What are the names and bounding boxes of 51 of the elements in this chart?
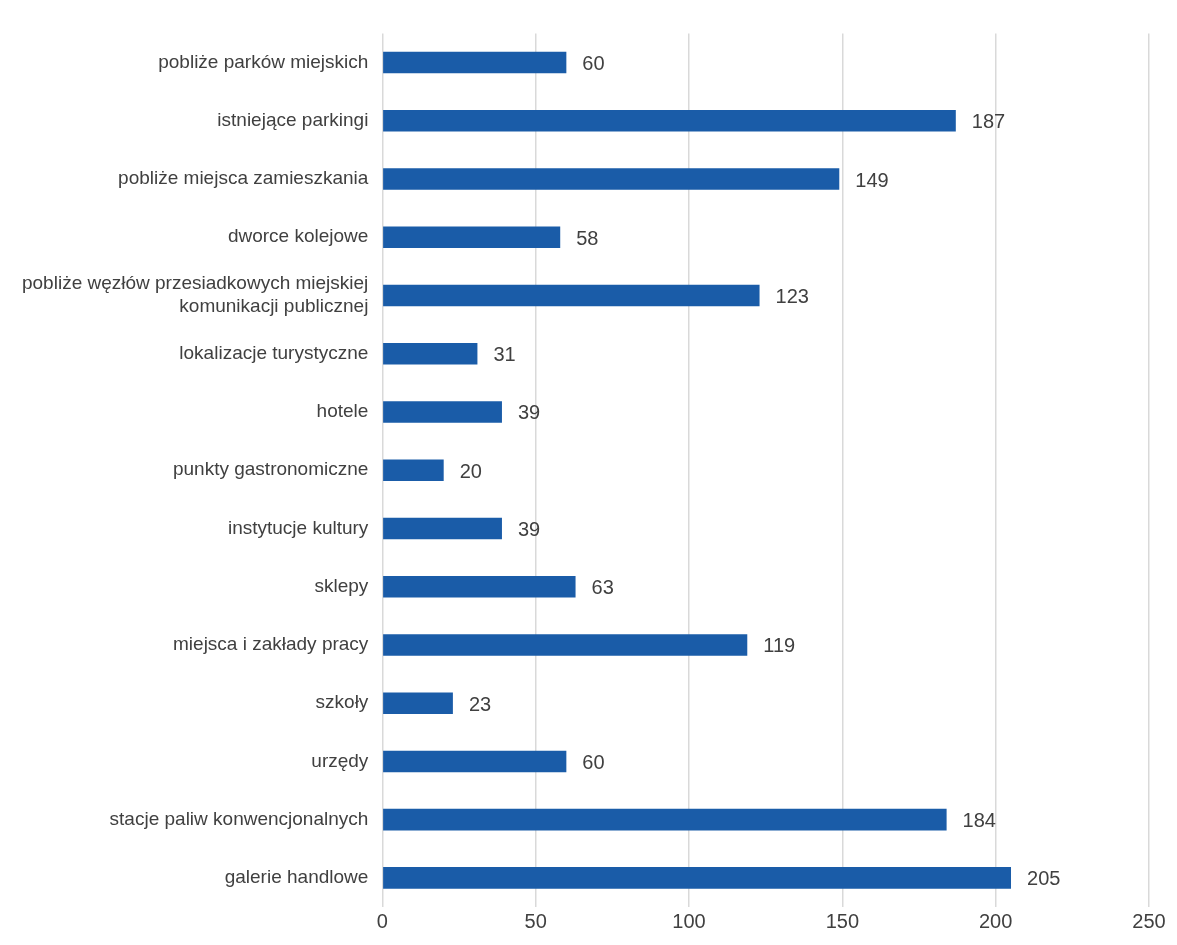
x-tick-label: 200 [978, 909, 1013, 932]
bar [383, 634, 748, 656]
y-tick-label: stacje paliw konwencjonalnych [109, 807, 369, 829]
data-label: 119 [763, 634, 796, 657]
y-tick-label: urzędy [311, 749, 369, 771]
data-label: 31 [493, 343, 516, 366]
y-tick-label: pobliże węzłów przesiadkowych miejskiej komunikacji publicznej [21, 272, 369, 317]
bar [383, 517, 502, 540]
bar [383, 109, 956, 132]
data-label: 60 [582, 750, 605, 773]
x-tick-label: 0 [376, 909, 388, 932]
y-tick-label: instytucje kultury [227, 516, 369, 538]
bar [383, 51, 567, 74]
data-label: 58 [576, 226, 599, 249]
data-label: 23 [468, 692, 492, 715]
y-tick-label: miejsca i zakłady pracy [173, 633, 369, 655]
bar [383, 575, 576, 598]
bar [383, 226, 561, 249]
data-label: 205 [1027, 867, 1061, 890]
data-label: 149 [855, 168, 889, 191]
bar [383, 342, 478, 365]
bar [383, 692, 453, 714]
bar [383, 168, 840, 190]
bar [383, 401, 502, 423]
y-tick-label: pobliże parków miejskich [158, 50, 369, 72]
bar [383, 750, 567, 773]
data-label: 63 [591, 576, 614, 599]
data-label: 20 [459, 459, 482, 482]
y-tick-label: sklepy [314, 574, 369, 596]
x-tick-label: 100 [672, 909, 706, 932]
bar [383, 284, 760, 307]
y-tick-label: punkty gastronomiczne [172, 458, 369, 480]
bar [383, 459, 444, 481]
data-label: 187 [971, 110, 1006, 133]
y-tick-label: lokalizacje turystyczne [179, 341, 369, 363]
bar [383, 867, 1012, 889]
y-tick-label: szkoły [315, 691, 369, 713]
data-label: 123 [775, 285, 809, 307]
x-tick-label: 250 [1132, 909, 1166, 932]
y-tick-label: istniejące parkingi [217, 108, 369, 130]
data-label: 39 [517, 401, 541, 424]
data-label: 39 [517, 517, 541, 540]
x-tick-label: 50 [524, 909, 547, 932]
y-tick-label: dworce kolejowe [227, 225, 369, 247]
data-label: 60 [582, 52, 605, 75]
y-tick-label: hotele [316, 400, 369, 422]
x-tick-label: 150 [825, 909, 860, 932]
y-tick-label: galerie handlowe [224, 866, 369, 888]
data-label: 184 [962, 809, 996, 832]
y-tick-label: pobliże miejsca zamieszkania [118, 167, 369, 189]
bar [383, 808, 947, 831]
